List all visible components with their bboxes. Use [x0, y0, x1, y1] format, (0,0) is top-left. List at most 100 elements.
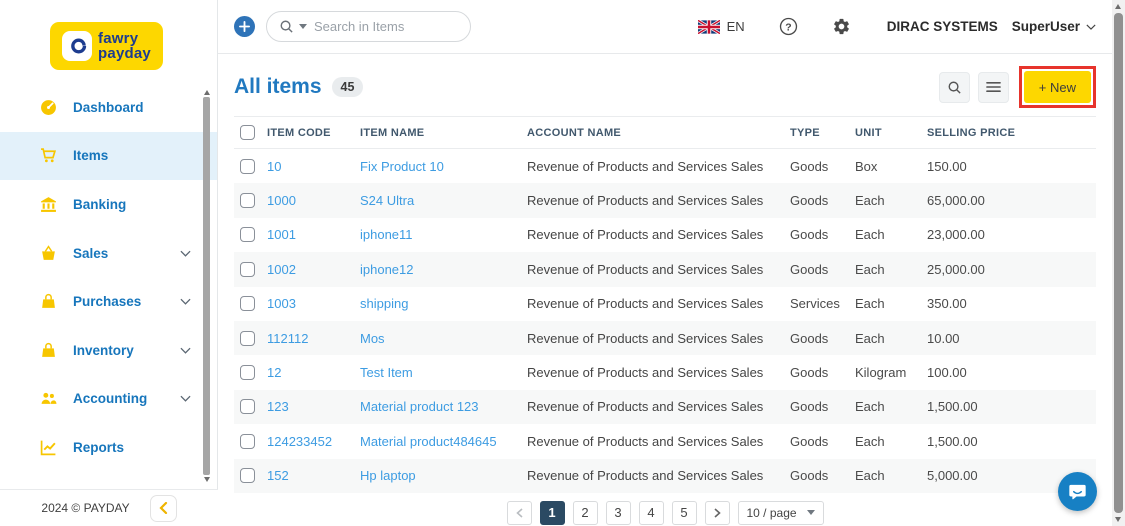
page-button-4[interactable]: 4	[638, 500, 664, 525]
table-row[interactable]: 123 Material product 123 Revenue of Prod…	[234, 389, 1096, 425]
sidebar: fawry payday Dashboard Items Banking	[0, 0, 218, 526]
row-checkbox[interactable]	[240, 227, 255, 243]
page-button-2[interactable]: 2	[572, 500, 598, 525]
bank-icon	[40, 196, 57, 213]
table-search-button[interactable]	[938, 71, 970, 103]
sidebar-item-sales[interactable]: Sales	[0, 229, 217, 278]
scroll-up-icon[interactable]	[203, 90, 210, 95]
table-row[interactable]: 124233452 Material product484645 Revenue…	[234, 424, 1096, 458]
new-item-button[interactable]: + New	[1023, 71, 1091, 103]
global-search[interactable]	[266, 11, 471, 42]
page-button-3[interactable]: 3	[605, 500, 631, 525]
row-checkbox[interactable]	[240, 399, 255, 415]
item-code-link[interactable]: 123	[267, 399, 289, 415]
sidebar-item-dashboard[interactable]: Dashboard	[0, 83, 217, 132]
item-name-link[interactable]: shipping	[360, 296, 409, 312]
unit-cell: Each	[855, 261, 885, 277]
unit-cell: Box	[855, 158, 878, 174]
item-name-link[interactable]: Fix Product 10	[360, 158, 444, 174]
row-checkbox[interactable]	[240, 193, 255, 209]
item-code-link[interactable]: 152	[267, 468, 289, 484]
sidebar-scrollbar-thumb[interactable]	[203, 97, 210, 475]
row-checkbox[interactable]	[240, 468, 255, 484]
column-header: ITEM CODE	[267, 126, 331, 139]
sidebar-item-banking[interactable]: Banking	[0, 180, 217, 229]
table-row[interactable]: 152 Hp laptop Revenue of Products and Se…	[234, 458, 1096, 493]
item-name-link[interactable]: Hp laptop	[360, 468, 416, 484]
scroll-down-icon[interactable]	[1115, 517, 1121, 522]
page-size-select[interactable]: 10 / page	[737, 500, 824, 525]
list-options-button[interactable]	[977, 71, 1009, 103]
item-code-link[interactable]: 1001	[267, 227, 296, 243]
item-code-link[interactable]: 112112	[267, 330, 309, 346]
row-checkbox[interactable]	[240, 296, 255, 312]
language-switcher[interactable]: EN	[697, 19, 745, 34]
settings-gear-button[interactable]	[832, 17, 851, 36]
item-name-link[interactable]: iphone11	[360, 227, 413, 243]
item-name-link[interactable]: S24 Ultra	[360, 193, 415, 209]
scroll-up-icon[interactable]	[1115, 4, 1121, 9]
chat-launcher-button[interactable]	[1058, 472, 1097, 511]
item-code-link[interactable]: 10	[267, 158, 282, 174]
item-code-link[interactable]: 1002	[267, 261, 296, 277]
unit-cell: Each	[855, 330, 885, 346]
item-code-link[interactable]: 1003	[267, 296, 296, 312]
user-menu[interactable]: SuperUser	[1012, 19, 1096, 34]
quick-add-button[interactable]	[234, 16, 255, 37]
table-row[interactable]: 10 Fix Product 10 Revenue of Products an…	[234, 149, 1096, 183]
row-checkbox[interactable]	[240, 365, 255, 381]
sidebar-item-inventory[interactable]: Inventory	[0, 326, 217, 375]
brand-logo[interactable]: fawry payday	[50, 22, 163, 70]
user-name: SuperUser	[1011, 19, 1080, 34]
table-row[interactable]: 1000 S24 Ultra Revenue of Products and S…	[234, 183, 1096, 218]
sidebar-item-items[interactable]: Items	[0, 131, 217, 181]
page-scrollbar-thumb[interactable]	[1114, 13, 1123, 513]
page-size-value: 10 / page	[746, 505, 797, 520]
item-name-link[interactable]: iphone12	[360, 261, 414, 277]
item-code-link[interactable]: 12	[267, 365, 282, 381]
item-name-link[interactable]: Material product484645	[360, 433, 497, 449]
sidebar-item-accounting[interactable]: Accounting	[0, 375, 217, 424]
next-page-button[interactable]	[704, 500, 730, 525]
account-name-cell: Revenue of Products and Services Sales	[527, 365, 764, 381]
item-name-link[interactable]: Material product 123	[360, 399, 479, 415]
type-cell: Goods	[790, 227, 829, 243]
table-row[interactable]: 1001 iphone11 Revenue of Products and Se…	[234, 218, 1096, 252]
sidebar-item-purchases[interactable]: Purchases	[0, 277, 217, 326]
item-name-link[interactable]: Mos	[360, 330, 385, 346]
select-all-checkbox[interactable]	[240, 125, 255, 140]
row-checkbox[interactable]	[240, 158, 255, 174]
row-checkbox[interactable]	[240, 433, 255, 449]
item-name-link[interactable]: Test Item	[360, 365, 413, 381]
sidebar-scrollbar[interactable]	[202, 90, 211, 482]
menu-lines-icon	[985, 81, 1001, 93]
scroll-down-icon[interactable]	[203, 477, 210, 482]
table-row[interactable]: 112112 Mos Revenue of Products and Servi…	[234, 320, 1096, 356]
search-input[interactable]	[312, 18, 458, 35]
selling-price-cell: 10.00	[927, 330, 960, 346]
item-code-link[interactable]: 1000	[267, 193, 296, 209]
sidebar-item-reports[interactable]: Reports	[0, 423, 217, 472]
sidebar-footer: 2024 © PAYDAY	[0, 489, 218, 526]
row-checkbox[interactable]	[240, 261, 255, 277]
annotation-highlight-box: + New	[1018, 66, 1096, 108]
type-cell: Goods	[790, 193, 829, 209]
row-checkbox[interactable]	[240, 330, 255, 346]
table-row[interactable]: 12 Test Item Revenue of Products and Ser…	[234, 355, 1096, 389]
search-scope-caret-icon[interactable]	[299, 24, 307, 29]
unit-cell: Each	[855, 296, 885, 312]
help-button[interactable]: ?	[779, 17, 798, 36]
page-scrollbar[interactable]	[1112, 0, 1125, 526]
table-header-row: ITEM CODE ITEM NAME ACCOUNT NAME TYPE UN…	[234, 116, 1096, 149]
table-row[interactable]: 1003 shipping Revenue of Products and Se…	[234, 287, 1096, 321]
page-button-1[interactable]: 1	[539, 500, 565, 525]
table-row[interactable]: 1002 iphone12 Revenue of Products and Se…	[234, 252, 1096, 287]
prev-page-button[interactable]	[506, 500, 532, 525]
sidebar-collapse-button[interactable]	[149, 494, 177, 522]
chevron-left-icon	[515, 508, 523, 518]
page-button-5[interactable]: 5	[671, 500, 697, 525]
item-code-link[interactable]: 124233452	[267, 433, 333, 449]
page-header: All items 45 + New	[218, 54, 1112, 116]
gauge-icon	[40, 99, 57, 116]
column-header: ACCOUNT NAME	[527, 126, 622, 139]
